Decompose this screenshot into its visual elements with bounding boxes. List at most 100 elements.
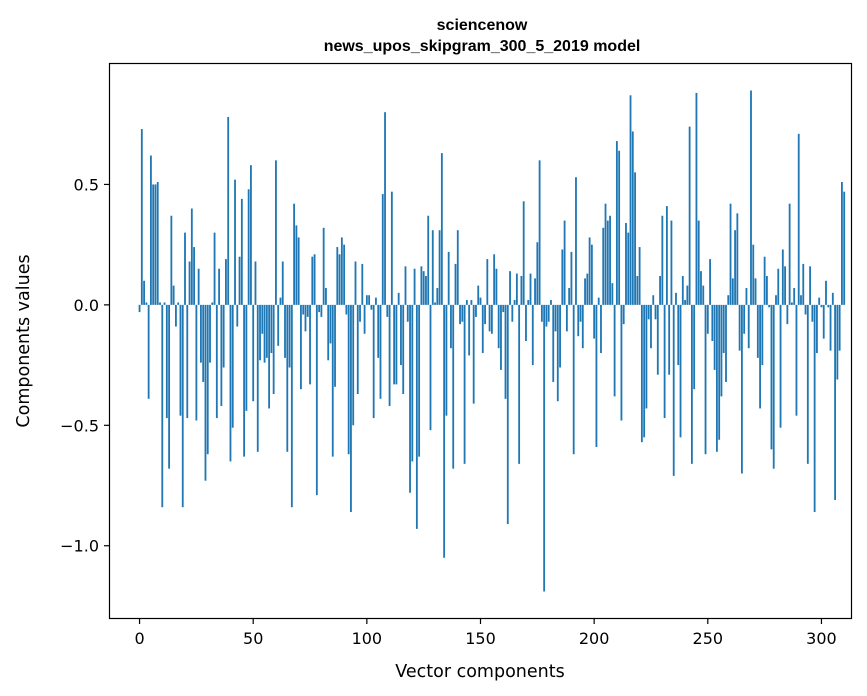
bar-218 [634,172,636,305]
bar-101 [368,295,371,305]
bar-91 [345,304,348,315]
bar-258 [725,304,727,382]
bar-28 [202,304,205,382]
bar-156 [493,254,496,305]
bar-309 [841,182,843,305]
bar-163 [509,271,511,305]
y-tick-label-3: −1.0 [60,537,99,556]
bar-260 [729,203,732,305]
bar-81 [322,227,325,305]
bar-83 [327,304,330,361]
x-tick-label-0: 0 [134,629,144,648]
bar-126 [425,275,427,305]
bar-271 [754,278,757,305]
bar-34 [215,304,218,419]
bar-306 [834,304,836,500]
bar-289 [795,304,798,416]
bar-195 [581,304,584,349]
bar-189 [568,288,571,305]
bar-146 [470,300,473,305]
bar-202 [597,297,600,305]
bar-186 [561,249,564,305]
bar-134 [443,304,446,558]
bar-5 [150,155,152,305]
bar-197 [586,273,589,305]
bar-304 [829,304,832,351]
bar-117 [404,266,407,305]
bar-118 [406,304,409,322]
x-axis-ticks: 0 50 100 150 200 250 300 [134,618,837,648]
bar-276 [765,275,768,305]
bar-23 [190,208,193,305]
bar-138 [452,304,455,469]
bar-11 [163,302,166,305]
bar-110 [388,304,391,407]
bar-237 [677,304,680,366]
bar-24 [193,247,196,305]
bar-241 [686,285,689,305]
bar-39 [227,116,230,305]
bar-100 [365,295,368,305]
bar-104 [375,297,377,305]
bar-78 [315,304,318,496]
bar-286 [788,203,791,305]
bar-7 [154,184,157,305]
bar-249 [704,304,707,455]
bar-84 [329,304,332,344]
bar-213 [622,304,625,325]
bar-22 [188,261,191,305]
x-axis-label: Vector components [395,662,564,682]
bar-204 [602,227,605,305]
bar-102 [370,304,373,310]
bar-72 [302,304,305,315]
bar-148 [475,304,477,317]
bar-46 [243,304,246,457]
bar-153 [486,259,489,305]
bar-285 [786,304,789,325]
bar-54 [261,304,264,334]
bar-127 [427,215,430,305]
bar-166 [515,273,518,305]
bar-135 [445,304,448,416]
bar-211 [618,150,621,305]
bar-194 [579,304,582,322]
bar-293 [804,304,807,315]
bar-305 [831,292,834,305]
bar-264 [738,304,741,351]
bar-56 [265,304,268,358]
x-tick-label-250: 250 [693,629,724,648]
bar-201 [595,304,598,447]
bar-162 [506,304,509,525]
bar-157 [495,268,498,305]
bar-210 [615,141,618,305]
bar-179 [545,304,548,327]
bar-262 [734,230,736,305]
bar-9 [159,302,161,305]
bar-115 [400,304,402,366]
bar-170 [525,304,527,341]
bar-196 [584,278,586,305]
bar-183 [554,304,557,332]
bar-121 [413,268,416,305]
bar-73 [304,304,307,332]
bar-296 [811,304,814,322]
bar-173 [531,304,534,366]
bar-145 [468,304,471,356]
bar-45 [240,198,243,305]
bar-20 [184,232,186,305]
bar-82 [325,288,327,305]
bar-29 [204,304,207,481]
bar-174 [534,278,536,305]
bar-279 [772,304,775,469]
bar-252 [711,304,714,341]
bar-175 [536,242,539,305]
bar-176 [538,160,541,305]
bar-133 [440,153,443,305]
bar-131 [436,288,439,305]
bar-63 [281,261,284,305]
bar-256 [720,304,723,397]
bar-87 [336,247,339,305]
bar-238 [679,304,682,438]
bar-244 [693,304,696,390]
bar-52 [256,304,259,452]
